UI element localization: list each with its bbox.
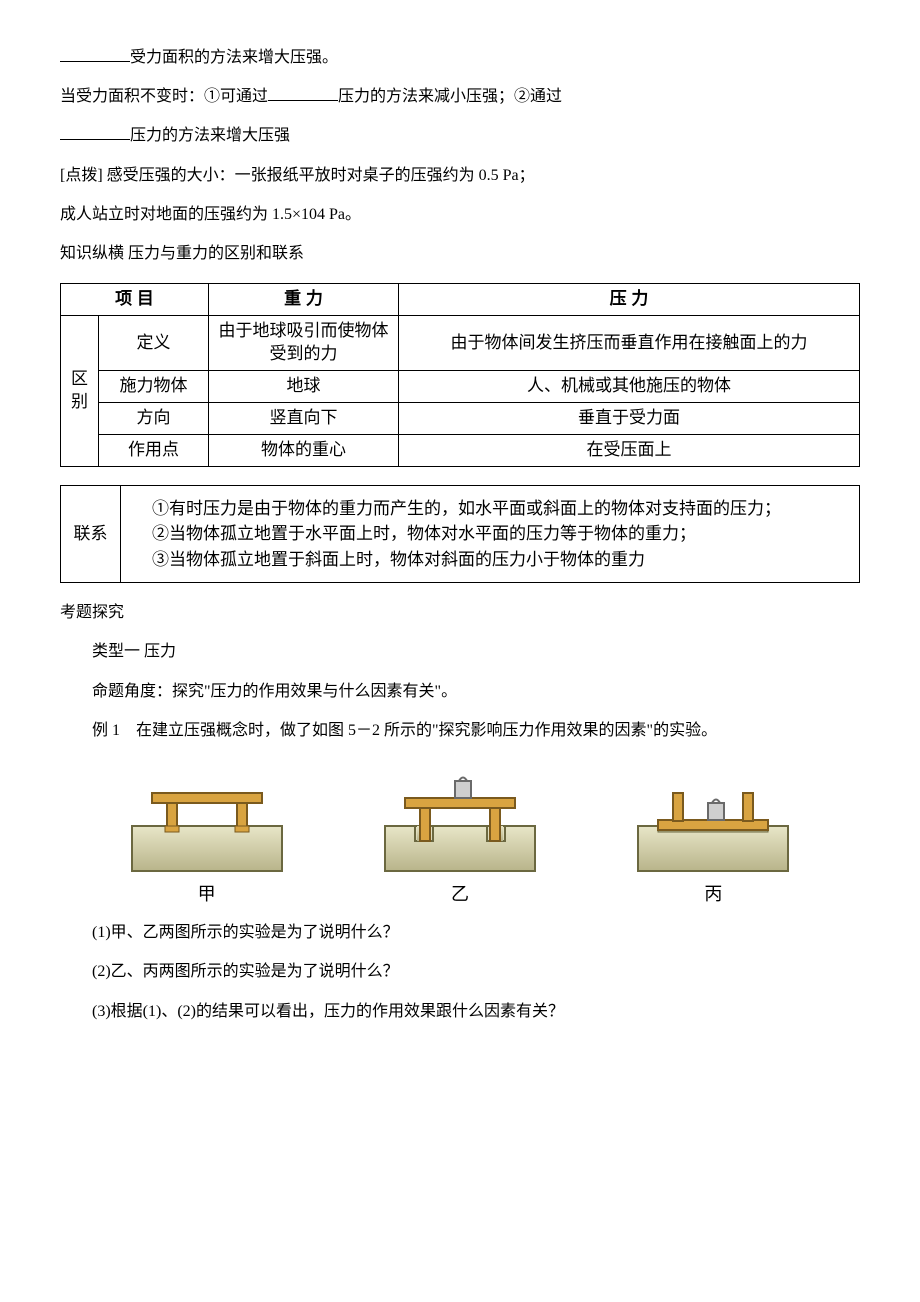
text: 当受力面积不变时：①可通过 bbox=[60, 88, 268, 105]
table-cell-gravity: 竖直向下 bbox=[209, 402, 399, 434]
table-cell-item: 方向 bbox=[99, 402, 209, 434]
blank-area bbox=[60, 46, 130, 62]
table-header-item: 项 目 bbox=[61, 284, 209, 316]
paragraph-section-title: 考题探究 bbox=[60, 595, 860, 630]
text: 类型一 压力 bbox=[92, 643, 176, 660]
table-group-label: 区别 bbox=[61, 316, 99, 467]
paragraph-note-2: 成人站立时对地面的压强约为 1.5×104 Pa。 bbox=[60, 197, 860, 232]
text: 压力的方法来增大压强 bbox=[130, 127, 290, 144]
table-cell-item: 定义 bbox=[99, 316, 209, 371]
paragraph-line-3: 压力的方法来增大压强 bbox=[60, 118, 860, 153]
table-header-pressure: 压 力 bbox=[399, 284, 860, 316]
question-1: (1)甲、乙两图所示的实验是为了说明什么？ bbox=[60, 915, 860, 950]
table-cell-pressure: 由于物体间发生挤压而垂直作用在接触面上的力 bbox=[399, 316, 860, 371]
figure-jia: 甲 bbox=[122, 766, 292, 907]
text: 考题探究 bbox=[60, 604, 124, 621]
question-2: (2)乙、丙两图所示的实验是为了说明什么？ bbox=[60, 954, 860, 989]
relation-line: ②当物体孤立地置于水平面上时，物体对水平面的压力等于物体的重力； bbox=[135, 521, 845, 547]
table-cell-pressure: 在受压面上 bbox=[399, 434, 860, 466]
text: [点拨] 感受压强的大小：一张报纸平放时对桌子的压强约为 0.5 Pa； bbox=[60, 167, 535, 184]
text: 成人站立时对地面的压强约为 1.5×104 Pa。 bbox=[60, 206, 361, 223]
paragraph-note-1: [点拨] 感受压强的大小：一张报纸平放时对桌子的压强约为 0.5 Pa； bbox=[60, 158, 860, 193]
text: (2)乙、丙两图所示的实验是为了说明什么？ bbox=[92, 963, 399, 980]
figure-label-bing: 丙 bbox=[704, 882, 722, 907]
figure-yi: 乙 bbox=[375, 766, 545, 907]
figure-row: 甲 乙 bbox=[60, 766, 860, 907]
blank-force-reduce bbox=[268, 85, 338, 101]
table-relation-label: 联系 bbox=[61, 485, 121, 583]
relation-line: ①有时压力是由于物体的重力而产生的，如水平面或斜面上的物体对支持面的压力； bbox=[135, 496, 845, 522]
paragraph-line-1: 受力面积的方法来增大压强。 bbox=[60, 40, 860, 75]
figure-bing-svg bbox=[628, 766, 798, 876]
table-cell-pressure: 垂直于受力面 bbox=[399, 402, 860, 434]
question-3: (3)根据(1)、(2)的结果可以看出，压力的作用效果跟什么因素有关？ bbox=[60, 994, 860, 1029]
table-cell-pressure: 人、机械或其他施压的物体 bbox=[399, 370, 860, 402]
table-row: 作用点 物体的重心 在受压面上 bbox=[61, 434, 860, 466]
figure-bing: 丙 bbox=[628, 766, 798, 907]
text: 命题角度：探究"压力的作用效果与什么因素有关"。 bbox=[92, 683, 457, 700]
table-row: 联系 ①有时压力是由于物体的重力而产生的，如水平面或斜面上的物体对支持面的压力；… bbox=[61, 485, 860, 583]
blank-force-increase bbox=[60, 124, 130, 140]
table-row: 区别 定义 由于地球吸引而使物体受到的力 由于物体间发生挤压而垂直作用在接触面上… bbox=[61, 316, 860, 371]
relation-line: ③当物体孤立地置于斜面上时，物体对斜面的压力小于物体的重力 bbox=[135, 547, 845, 573]
table-row: 施力物体 地球 人、机械或其他施压的物体 bbox=[61, 370, 860, 402]
table-row-header: 项 目 重 力 压 力 bbox=[61, 284, 860, 316]
table-relation-content: ①有时压力是由于物体的重力而产生的，如水平面或斜面上的物体对支持面的压力； ②当… bbox=[121, 485, 860, 583]
figure-label-yi: 乙 bbox=[451, 882, 469, 907]
figure-yi-svg bbox=[375, 766, 545, 876]
text: (1)甲、乙两图所示的实验是为了说明什么？ bbox=[92, 924, 399, 941]
table-cell-gravity: 物体的重心 bbox=[209, 434, 399, 466]
paragraph-type-title: 类型一 压力 bbox=[60, 634, 860, 669]
table-cell-item: 施力物体 bbox=[99, 370, 209, 402]
table-header-gravity: 重 力 bbox=[209, 284, 399, 316]
text: 例 1 在建立压强概念时，做了如图 5－2 所示的"探究影响压力作用效果的因素"… bbox=[92, 722, 717, 739]
text: (3)根据(1)、(2)的结果可以看出，压力的作用效果跟什么因素有关？ bbox=[92, 1003, 564, 1020]
figure-label-jia: 甲 bbox=[198, 882, 216, 907]
text: 受力面积的方法来增大压强。 bbox=[130, 49, 338, 66]
paragraph-heading-table: 知识纵横 压力与重力的区别和联系 bbox=[60, 236, 860, 271]
paragraph-line-2: 当受力面积不变时：①可通过 压力的方法来减小压强；②通过 bbox=[60, 79, 860, 114]
text: 压力的方法来减小压强；②通过 bbox=[338, 88, 562, 105]
text: 知识纵横 压力与重力的区别和联系 bbox=[60, 245, 304, 262]
table-cell-gravity: 地球 bbox=[209, 370, 399, 402]
paragraph-topic: 命题角度：探究"压力的作用效果与什么因素有关"。 bbox=[60, 674, 860, 709]
table-row: 方向 竖直向下 垂直于受力面 bbox=[61, 402, 860, 434]
table-relation: 联系 ①有时压力是由于物体的重力而产生的，如水平面或斜面上的物体对支持面的压力；… bbox=[60, 485, 860, 584]
table-difference: 项 目 重 力 压 力 区别 定义 由于地球吸引而使物体受到的力 由于物体间发生… bbox=[60, 283, 860, 467]
paragraph-example: 例 1 在建立压强概念时，做了如图 5－2 所示的"探究影响压力作用效果的因素"… bbox=[60, 713, 860, 748]
table-cell-gravity: 由于地球吸引而使物体受到的力 bbox=[209, 316, 399, 371]
table-cell-item: 作用点 bbox=[99, 434, 209, 466]
figure-jia-svg bbox=[122, 766, 292, 876]
